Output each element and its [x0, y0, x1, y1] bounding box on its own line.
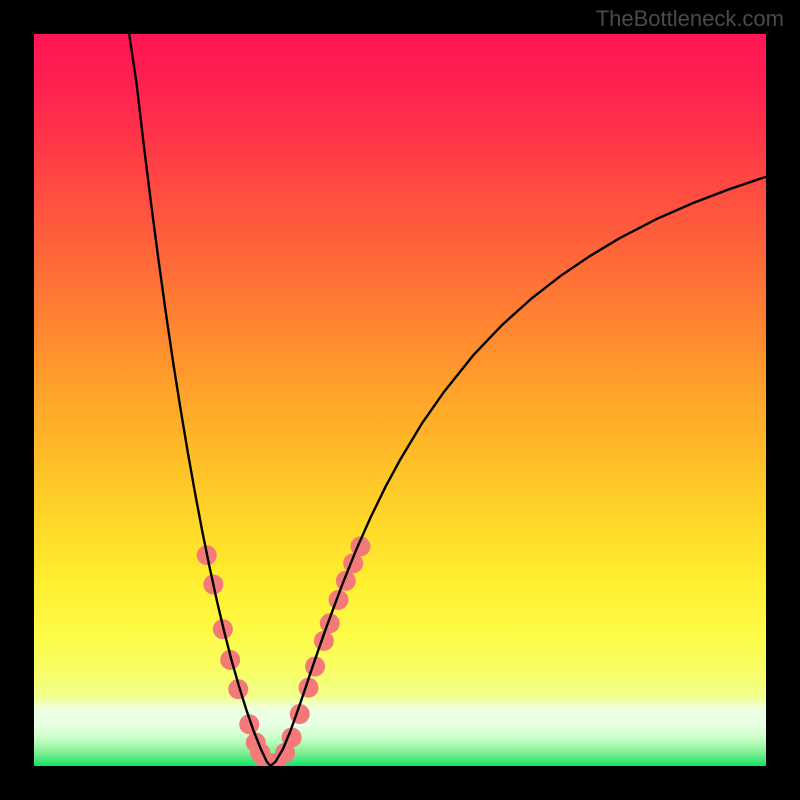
attribution-text: TheBottleneck.com: [596, 6, 784, 32]
chart-plot: [34, 34, 766, 766]
